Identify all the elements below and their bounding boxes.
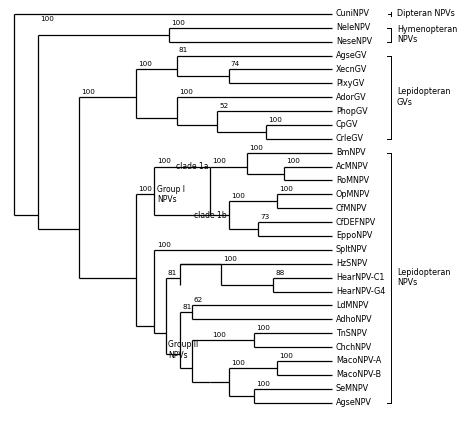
Text: Lepidopteran
GVs: Lepidopteran GVs [397, 87, 450, 107]
Text: CuniNPV: CuniNPV [336, 9, 370, 19]
Text: 100: 100 [138, 61, 152, 68]
Text: 100: 100 [179, 89, 193, 95]
Text: Group II
NPVs: Group II NPVs [168, 340, 198, 360]
Text: XecnGV: XecnGV [336, 65, 367, 74]
Text: 100: 100 [157, 159, 171, 165]
Text: PlxyGV: PlxyGV [336, 79, 364, 88]
Text: 100: 100 [279, 186, 293, 192]
Text: 74: 74 [231, 61, 240, 68]
Text: 100: 100 [40, 16, 54, 22]
Text: RoMNPV: RoMNPV [336, 176, 369, 185]
Text: AdhoNPV: AdhoNPV [336, 315, 373, 324]
Text: 100: 100 [231, 193, 245, 199]
Text: AgseGV: AgseGV [336, 51, 367, 60]
Text: 73: 73 [260, 214, 270, 220]
Text: Group I
NPVs: Group I NPVs [157, 185, 185, 204]
Text: HearNPV-C1: HearNPV-C1 [336, 273, 384, 282]
Text: 100: 100 [249, 145, 263, 151]
Text: AcMNPV: AcMNPV [336, 162, 369, 171]
Text: 81: 81 [179, 47, 188, 54]
Text: 100: 100 [286, 159, 300, 165]
Text: clade 1b: clade 1b [194, 211, 227, 220]
Text: 100: 100 [279, 353, 293, 359]
Text: Hymenopteran
NPVs: Hymenopteran NPVs [397, 25, 457, 44]
Text: PhopGV: PhopGV [336, 106, 367, 116]
Text: CfDEFNPV: CfDEFNPV [336, 218, 376, 227]
Text: TnSNPV: TnSNPV [336, 329, 367, 338]
Text: 100: 100 [231, 360, 245, 366]
Text: CpGV: CpGV [336, 120, 358, 130]
Text: AgseNPV: AgseNPV [336, 398, 372, 407]
Text: MacoNPV-B: MacoNPV-B [336, 370, 381, 379]
Text: 100: 100 [81, 89, 95, 95]
Text: EppoNPV: EppoNPV [336, 232, 372, 241]
Text: 100: 100 [157, 242, 171, 248]
Text: 100: 100 [268, 117, 282, 123]
Text: HearNPV-G4: HearNPV-G4 [336, 287, 385, 296]
Text: NeseNPV: NeseNPV [336, 37, 372, 46]
Text: Lepidopteran
NPVs: Lepidopteran NPVs [397, 268, 450, 287]
Text: NeleNPV: NeleNPV [336, 23, 370, 32]
Text: 88: 88 [275, 270, 284, 276]
Text: ChchNPV: ChchNPV [336, 343, 372, 352]
Text: AdorGV: AdorGV [336, 93, 366, 102]
Text: BmNPV: BmNPV [336, 148, 365, 157]
Text: 52: 52 [219, 103, 229, 109]
Text: OpMNPV: OpMNPV [336, 190, 370, 199]
Text: SpltNPV: SpltNPV [336, 245, 367, 254]
Text: CrleGV: CrleGV [336, 134, 364, 143]
Text: 81: 81 [182, 304, 192, 310]
Text: 100: 100 [172, 20, 185, 26]
Text: 100: 100 [212, 332, 226, 338]
Text: LdMNPV: LdMNPV [336, 301, 368, 310]
Text: SeMNPV: SeMNPV [336, 384, 369, 393]
Text: 100: 100 [256, 325, 271, 331]
Text: 100: 100 [138, 186, 152, 192]
Text: clade 1a: clade 1a [176, 162, 208, 171]
Text: 100: 100 [212, 159, 226, 165]
Text: 100: 100 [223, 256, 237, 262]
Text: 81: 81 [168, 270, 177, 276]
Text: HzSNPV: HzSNPV [336, 259, 367, 268]
Text: CfMNPV: CfMNPV [336, 204, 367, 213]
Text: 62: 62 [194, 298, 203, 303]
Text: 100: 100 [256, 381, 271, 387]
Text: MacoNPV-A: MacoNPV-A [336, 357, 381, 365]
Text: Dipteran NPVs: Dipteran NPVs [397, 9, 455, 19]
